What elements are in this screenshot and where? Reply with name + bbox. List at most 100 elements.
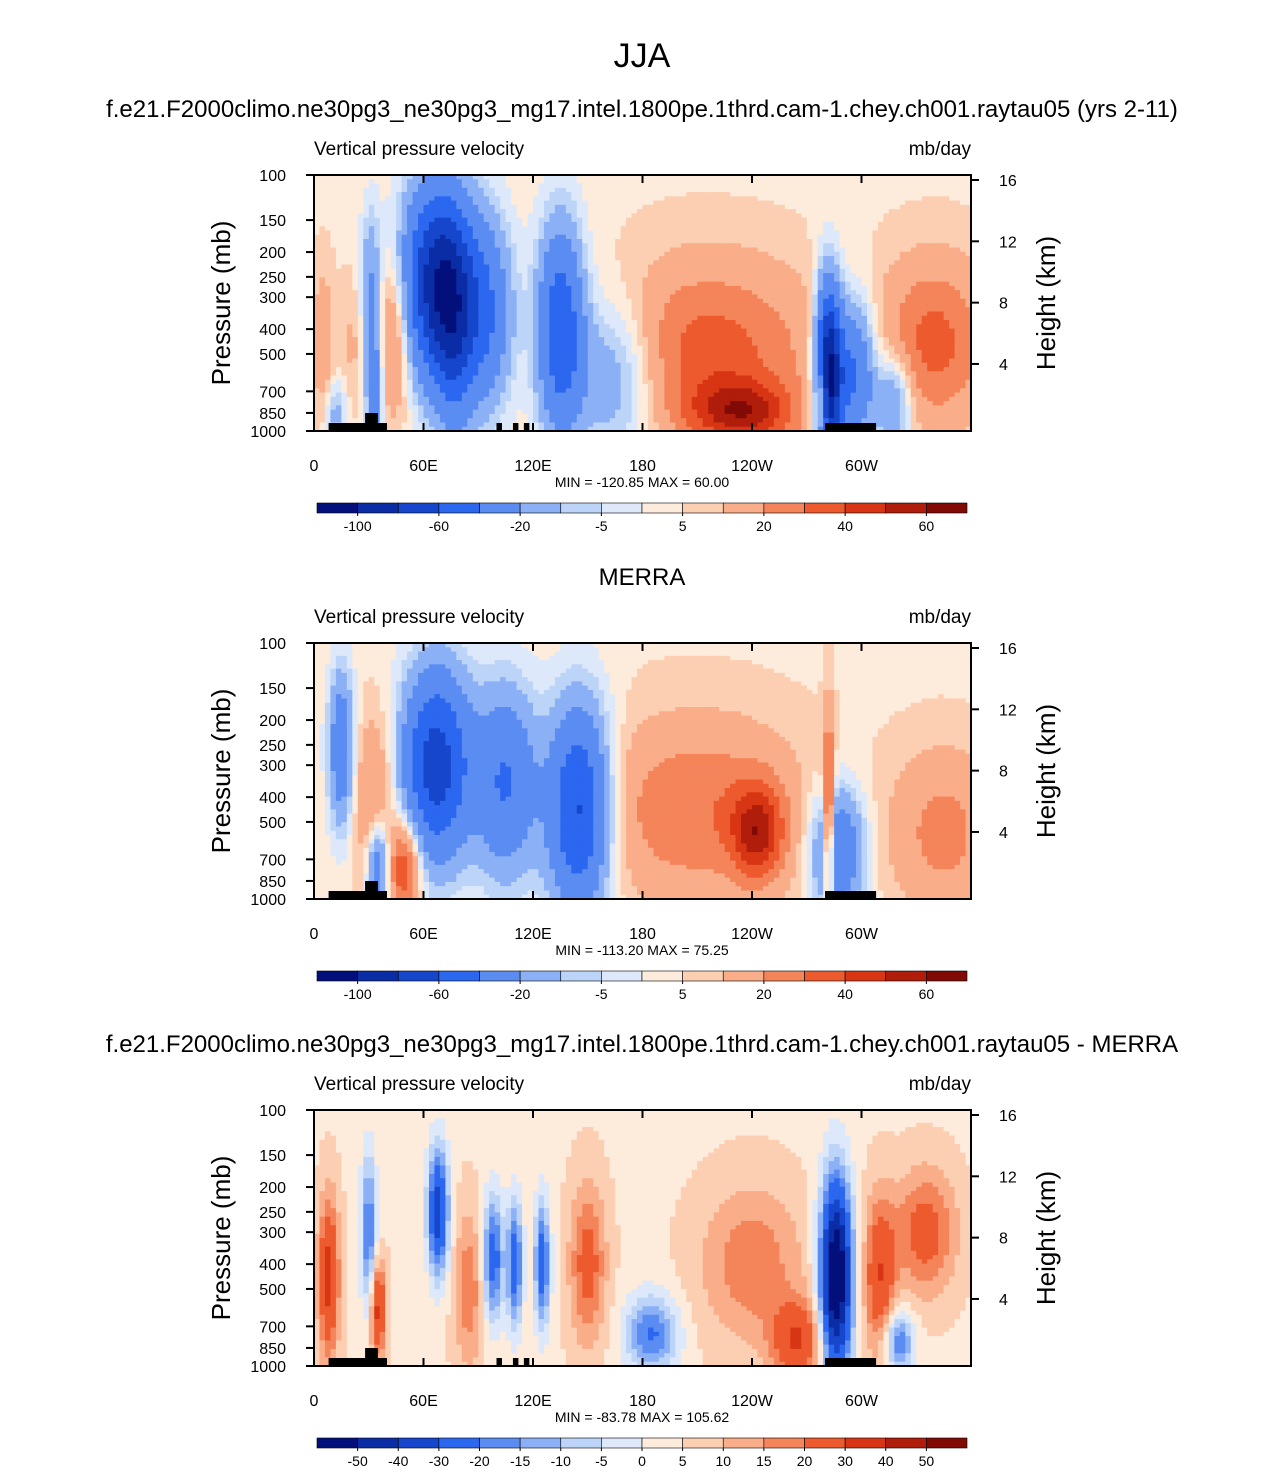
x-tick-label: 60E: [409, 1393, 437, 1410]
y-tick-label: 200: [259, 245, 286, 262]
x-tick-label: 60E: [409, 926, 437, 943]
x-tick-label: 180: [629, 926, 656, 943]
panel-2: MERRA Vertical pressure velocity mb/day 0 60…: [206, 564, 1061, 1002]
field-cells: [314, 1110, 972, 1367]
y-tick-label: 100: [259, 636, 286, 653]
y-tick-label: 150: [259, 681, 286, 698]
colorbar: -100 -60 -20 -5 5 20 40 60: [316, 502, 968, 534]
y-axis-right-label: Height (km): [1031, 704, 1061, 838]
min-max-stats: MIN = -83.78 MAX = 105.62: [555, 1409, 730, 1425]
colorbar-label: -60: [429, 518, 449, 534]
height-tick-label: 8: [999, 296, 1008, 313]
colorbar-label: 40: [837, 986, 853, 1002]
y-tick-label: 1000: [250, 1359, 286, 1376]
colorbar: -100 -60 -20 -5 5 20 40 60: [316, 970, 968, 1002]
y-tick-label: 150: [259, 1148, 286, 1165]
x-tick-label: 120W: [731, 1393, 774, 1410]
colorbar-label: -15: [510, 1453, 530, 1469]
x-tick-label: 60W: [845, 458, 879, 475]
x-tick-label: 60E: [409, 458, 437, 475]
topography: [328, 413, 877, 431]
colorbar-label: 0: [638, 1453, 646, 1469]
x-tick-label: 0: [310, 458, 319, 475]
y-tick-label: 250: [259, 738, 286, 755]
colorbar-label: -20: [510, 986, 530, 1002]
panel-1: f.e21.F2000climo.ne30pg3_ne30pg3_mg17.in…: [106, 96, 1178, 534]
colorbar-label: 60: [919, 986, 935, 1002]
x-tick-label: 0: [310, 1393, 319, 1410]
y-tick-label: 400: [259, 790, 286, 807]
y-tick-label: 850: [259, 406, 286, 423]
y-tick-label: 400: [259, 322, 286, 339]
y-tick-label: 400: [259, 1257, 286, 1274]
colorbar-label: -5: [595, 1453, 608, 1469]
y-tick-label: 850: [259, 874, 286, 891]
right-label: mb/day: [909, 139, 972, 160]
height-tick-label: 4: [999, 1292, 1008, 1309]
colorbar-label: -5: [595, 518, 608, 534]
x-tick-label: 60W: [845, 1393, 879, 1410]
panel-title: f.e21.F2000climo.ne30pg3_ne30pg3_mg17.in…: [106, 96, 1178, 123]
min-max-stats: MIN = -120.85 MAX = 60.00: [555, 474, 730, 490]
figure-title: JJA: [614, 37, 671, 75]
colorbar-label: 20: [756, 986, 772, 1002]
colorbar-label: 5: [679, 1453, 687, 1469]
x-tick-label: 60W: [845, 926, 879, 943]
x-tick-label: 120W: [731, 926, 774, 943]
y-tick-label: 700: [259, 852, 286, 869]
y-axis-right-label: Height (km): [1031, 1171, 1061, 1305]
x-tick-label: 120E: [514, 458, 551, 475]
y-tick-label: 1000: [250, 892, 286, 909]
right-label: mb/day: [909, 1074, 972, 1095]
colorbar-label: 5: [679, 518, 687, 534]
field-cells: [314, 175, 972, 432]
y-tick-label: 300: [259, 1225, 286, 1242]
field-cells: [314, 643, 972, 900]
height-tick-label: 12: [999, 702, 1017, 719]
colorbar-label: 40: [837, 518, 853, 534]
x-tick-label: 180: [629, 458, 656, 475]
height-tick-label: 16: [999, 1108, 1017, 1125]
x-tick-label: 120W: [731, 458, 774, 475]
left-label: Vertical pressure velocity: [314, 607, 525, 628]
colorbar-label: -60: [429, 986, 449, 1002]
right-label: mb/day: [909, 607, 972, 628]
colorbar-label: -40: [388, 1453, 408, 1469]
y-tick-label: 700: [259, 1319, 286, 1336]
panel-title: f.e21.F2000climo.ne30pg3_ne30pg3_mg17.in…: [106, 1031, 1178, 1058]
colorbar-label: -10: [551, 1453, 571, 1469]
y-axis-label: Pressure (mb): [206, 221, 236, 386]
height-tick-label: 4: [999, 825, 1008, 842]
x-tick-label: 120E: [514, 926, 551, 943]
colorbar-label: 15: [756, 1453, 772, 1469]
height-tick-label: 8: [999, 1231, 1008, 1248]
panel-title: MERRA: [599, 564, 686, 591]
colorbar-label: 60: [919, 518, 935, 534]
colorbar-label: 20: [756, 518, 772, 534]
height-tick-label: 8: [999, 764, 1008, 781]
min-max-stats: MIN = -113.20 MAX = 75.25: [555, 942, 728, 958]
y-tick-label: 500: [259, 347, 286, 364]
colorbar-label: -100: [344, 518, 372, 534]
colorbar-label: -20: [510, 518, 530, 534]
x-tick-label: 180: [629, 1393, 656, 1410]
colorbar-label: 20: [797, 1453, 813, 1469]
y-axis-right-label: Height (km): [1031, 236, 1061, 370]
y-tick-label: 100: [259, 1103, 286, 1120]
y-tick-label: 1000: [250, 424, 286, 441]
y-tick-label: 200: [259, 713, 286, 730]
x-tick-label: 120E: [514, 1393, 551, 1410]
y-axis-label: Pressure (mb): [206, 689, 236, 854]
y-tick-label: 850: [259, 1341, 286, 1358]
colorbar-label: -20: [469, 1453, 489, 1469]
height-tick-label: 4: [999, 357, 1008, 374]
y-tick-label: 250: [259, 1205, 286, 1222]
left-label: Vertical pressure velocity: [314, 1074, 525, 1095]
height-tick-label: 16: [999, 641, 1017, 658]
y-tick-label: 150: [259, 213, 286, 230]
y-tick-label: 100: [259, 168, 286, 185]
height-tick-label: 16: [999, 173, 1017, 190]
colorbar-label: 10: [715, 1453, 731, 1469]
colorbar-label: 30: [837, 1453, 853, 1469]
